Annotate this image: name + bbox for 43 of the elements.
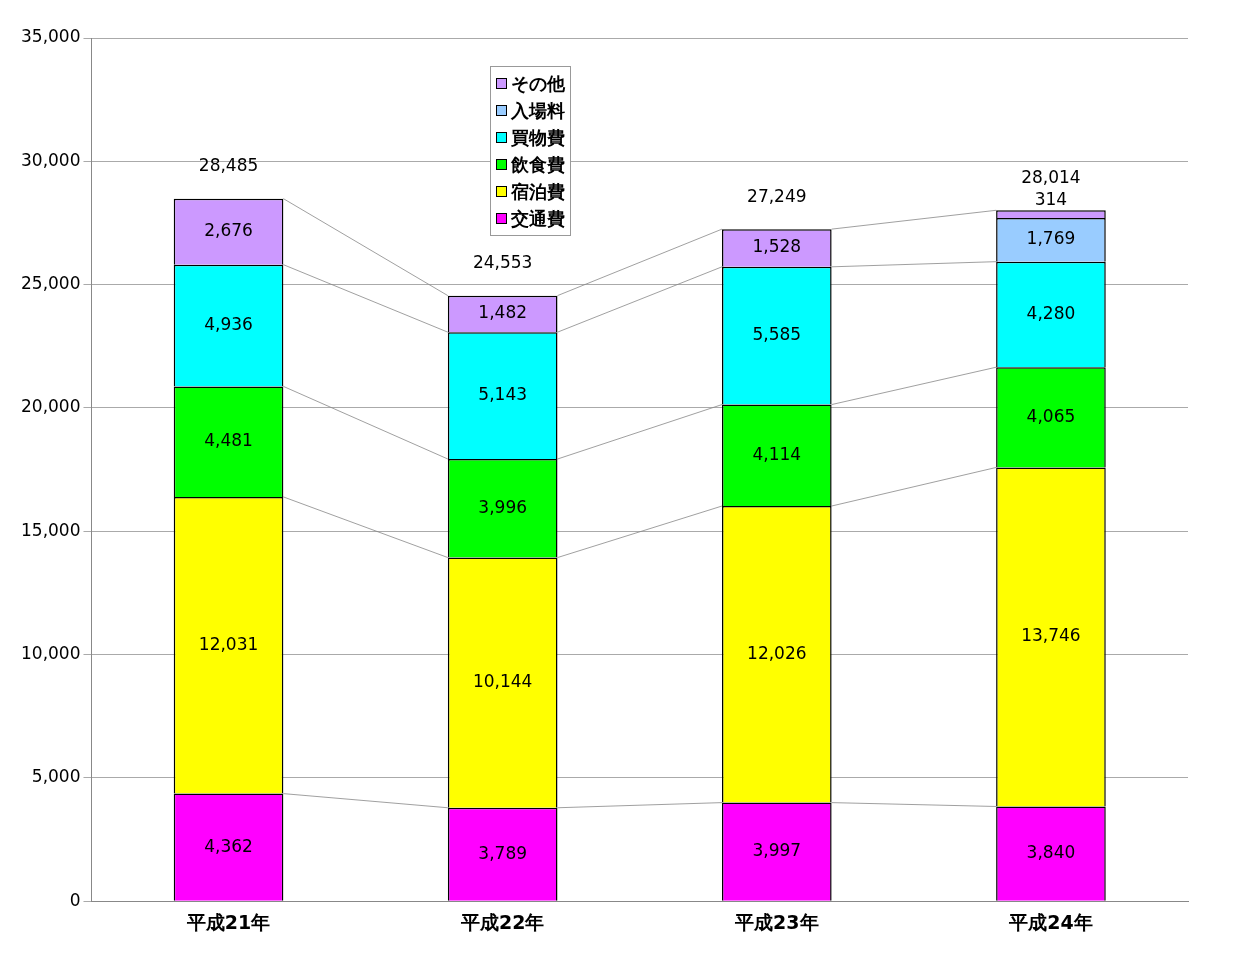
y-tick-label: 15,000 bbox=[21, 519, 81, 540]
data-label: 1,482 bbox=[478, 302, 528, 323]
legend-label: 宿泊費 bbox=[511, 180, 565, 204]
x-tick-label: 平成23年 bbox=[734, 910, 819, 933]
x-tick-label: 平成24年 bbox=[1008, 910, 1093, 933]
data-label: 12,031 bbox=[198, 633, 259, 654]
data-label: 2,676 bbox=[204, 220, 253, 241]
x-tick-label: 平成22年 bbox=[459, 910, 545, 933]
y-tick-label: 20,000 bbox=[21, 396, 81, 417]
total-label: 28,485 bbox=[198, 155, 259, 176]
data-label: 314 bbox=[1034, 188, 1068, 209]
total-label: 27,249 bbox=[747, 185, 807, 206]
data-label: 10,144 bbox=[472, 671, 533, 692]
y-tick-label: 25,000 bbox=[21, 273, 81, 294]
y-tick-label: 5,000 bbox=[31, 766, 81, 787]
legend-label: 入場料 bbox=[511, 99, 565, 123]
data-label: 5,585 bbox=[752, 324, 802, 345]
total-label: 28,014 bbox=[1021, 166, 1081, 187]
data-label: 4,362 bbox=[204, 835, 253, 856]
legend-label: 買物費 bbox=[511, 126, 565, 150]
data-label: 4,481 bbox=[204, 430, 253, 451]
data-label: 12,026 bbox=[747, 642, 807, 663]
data-label: 3,840 bbox=[1026, 842, 1076, 863]
data-label: 4,114 bbox=[752, 443, 802, 464]
data-label: 4,065 bbox=[1026, 405, 1076, 426]
data-label: 5,143 bbox=[478, 384, 528, 405]
data-label: 3,997 bbox=[752, 840, 802, 861]
data-label: 4,280 bbox=[1026, 302, 1076, 323]
data-label: 13,746 bbox=[1021, 625, 1081, 646]
data-label: 1,769 bbox=[1026, 228, 1076, 249]
data-label: 4,936 bbox=[204, 313, 253, 334]
x-tick-label: 平成21年 bbox=[185, 910, 271, 933]
total-label: 24,553 bbox=[472, 252, 533, 273]
y-tick-label: 0 bbox=[69, 889, 81, 910]
legend-label: 飲食費 bbox=[511, 153, 565, 177]
data-label: 3,996 bbox=[478, 496, 528, 517]
data-label: 3,789 bbox=[478, 842, 528, 863]
data-label: 1,528 bbox=[752, 236, 802, 257]
y-tick-label: 10,000 bbox=[21, 642, 81, 663]
y-tick-label: 30,000 bbox=[21, 149, 81, 170]
legend-label: その他 bbox=[511, 72, 565, 96]
y-tick-label: 35,000 bbox=[21, 26, 81, 47]
legend-label: 交通費 bbox=[511, 207, 565, 231]
